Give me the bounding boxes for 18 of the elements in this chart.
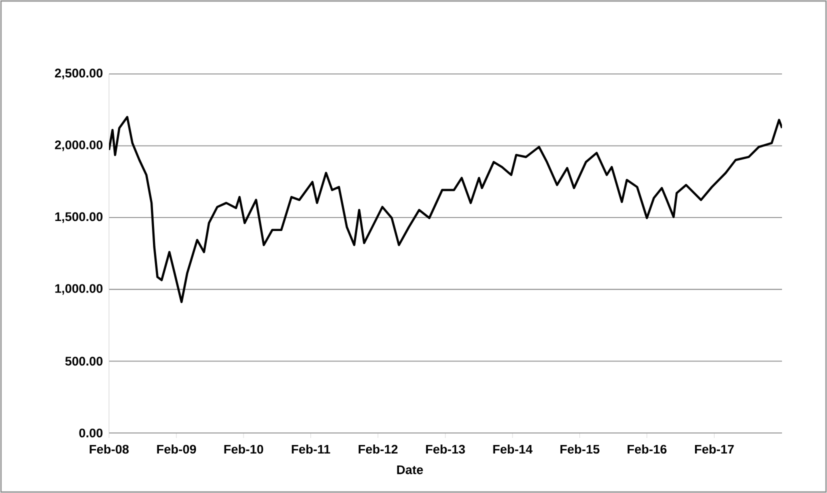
- y-tick-label: 1,000.00: [55, 284, 102, 295]
- y-tick-label: 0.00: [79, 428, 102, 438]
- x-axis-title: Date: [397, 466, 423, 474]
- y-tick-label: 500.00: [65, 356, 102, 366]
- x-tick-label: Feb-12: [358, 444, 398, 454]
- x-tick-label: Feb-11: [292, 444, 330, 454]
- x-tick-label: Feb-09: [157, 444, 196, 454]
- y-tick-label: 2,000.00: [54, 140, 102, 152]
- x-tick-label: Feb-13: [426, 444, 465, 454]
- y-tick-label: 2,500.00: [54, 68, 102, 80]
- y-tick-label: 1,500.00: [55, 212, 102, 223]
- x-tick-label: Feb-16: [628, 444, 667, 454]
- x-tick-label: Feb-08: [90, 444, 129, 454]
- x-tick-label: Feb-10: [224, 444, 264, 454]
- x-tick-label: Feb-15: [560, 444, 600, 454]
- x-tick-label: Feb-17: [695, 444, 734, 454]
- x-tick-label: Feb-14: [493, 444, 533, 454]
- line-series: [109, 116, 782, 304]
